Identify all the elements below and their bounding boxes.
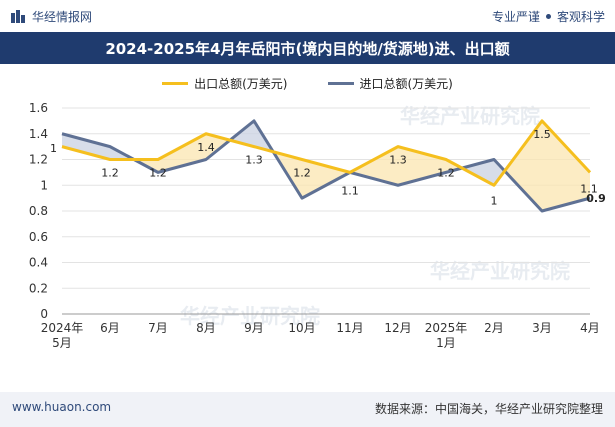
- import-surplus-area: [62, 133, 110, 160]
- x-tick-label: 2024年: [41, 321, 84, 335]
- brand-name: 华经情报网: [32, 10, 93, 24]
- data-label: 1.1: [341, 184, 359, 197]
- y-tick-label: 0.8: [29, 204, 48, 218]
- data-label: 1.5: [533, 128, 551, 141]
- x-tick-label: 10月: [288, 321, 315, 335]
- import-legend-swatch: [327, 81, 354, 85]
- y-tick-label: 0.6: [29, 230, 48, 244]
- data-label: 1.1: [580, 182, 598, 195]
- y-tick-label: 0.2: [29, 281, 48, 295]
- x-tick-label: 6月: [100, 321, 120, 335]
- chart-title: 2024-2025年4月年岳阳市(境内目的地/货源地)进、出口额: [105, 39, 510, 58]
- legend: 出口总额(万美元) 进口总额(万美元): [0, 72, 615, 94]
- x-tick-label: 11月: [336, 321, 363, 335]
- x-tick-label: 9月: [244, 321, 264, 335]
- bar-chart-logo-icon: [11, 9, 25, 23]
- x-tick-label: 2月: [484, 321, 504, 335]
- data-label: 1.2: [437, 167, 455, 180]
- data-label: 1.3: [245, 154, 263, 167]
- data-label: 1.2: [101, 167, 119, 180]
- x-tick-label: 7月: [148, 321, 168, 335]
- y-tick-label: 1.6: [29, 101, 48, 115]
- y-tick-label: 1.2: [29, 153, 48, 167]
- legend-label-import: 进口总额(万美元): [359, 76, 453, 91]
- export-series-line: [61, 119, 592, 187]
- y-tick-label: 0.4: [29, 256, 48, 270]
- tagline: 专业严谨 客观科学: [492, 8, 605, 25]
- footer-url: www.huaon.com: [12, 400, 112, 414]
- y-tick-label: 1: [40, 178, 48, 192]
- data-label: 1.2: [149, 167, 167, 180]
- chart-title-bar: 2024-2025年4月年岳阳市(境内目的地/货源地)进、出口额: [0, 32, 615, 64]
- footer-source: 数据来源：中国海关，华经产业研究院整理: [374, 402, 603, 416]
- x-tick-label: 8月: [196, 321, 216, 335]
- x-tick-label: 2025年: [425, 321, 468, 335]
- export-surplus-area: [542, 120, 590, 211]
- x-tick-label: 3月: [532, 321, 552, 335]
- data-label: 1.2: [293, 167, 311, 180]
- header-bar: 华经情报网 专业严谨 客观科学: [0, 0, 615, 32]
- x-tick-label: 12月: [384, 321, 411, 335]
- legend-item-export: 出口总额(万美元): [162, 72, 288, 94]
- import-series-line: [61, 119, 591, 213]
- data-label: 0.9: [586, 192, 606, 205]
- y-tick-label: 1.4: [29, 127, 48, 141]
- tagline-left: 专业严谨: [491, 10, 540, 24]
- data-label: 1: [50, 142, 57, 155]
- y-tick-label: 0: [40, 307, 48, 321]
- separator-dot-icon: [545, 14, 551, 19]
- x-tick-label: 5月: [52, 336, 72, 350]
- brand: 华经情报网: [10, 8, 92, 25]
- tagline-right: 客观科学: [556, 10, 605, 24]
- x-tick-label: 1月: [436, 336, 456, 350]
- import-surplus-area: [462, 159, 494, 186]
- x-tick-label: 4月: [580, 321, 600, 335]
- data-label: 1: [491, 194, 498, 207]
- data-label: 1.3: [389, 154, 407, 167]
- footer: www.huaon.com 数据来源：中国海关，华经产业研究院整理: [0, 392, 615, 427]
- legend-item-import: 进口总额(万美元): [327, 72, 453, 94]
- export-legend-swatch: [162, 81, 189, 85]
- export-surplus-area: [504, 120, 542, 211]
- data-label: 1.4: [197, 141, 215, 154]
- import-surplus-area: [494, 159, 505, 186]
- legend-label-export: 出口总额(万美元): [194, 76, 288, 91]
